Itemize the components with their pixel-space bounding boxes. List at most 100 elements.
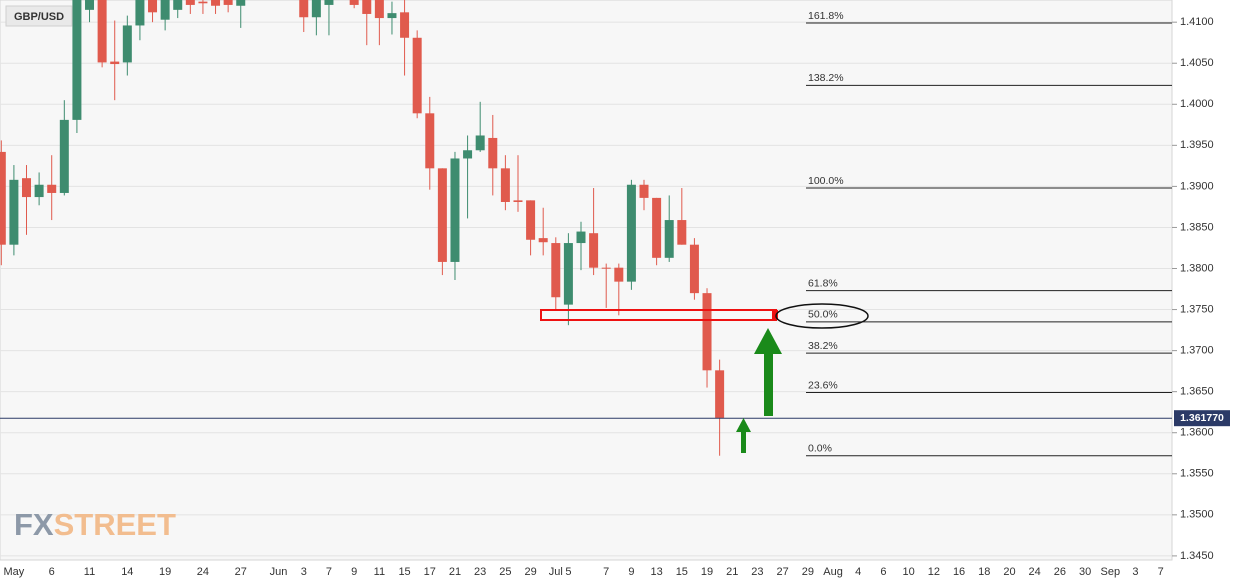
candle-body (122, 25, 132, 63)
x-tick-label: 9 (628, 566, 634, 578)
x-tick-label: 25 (499, 566, 511, 578)
x-tick-label: Jun (270, 566, 288, 578)
x-tick-label: 7 (326, 566, 332, 578)
overlay: 161.8% 138.2% 100.0% 61.8% 50.0% 38.2% 23.6% 0.… (0, 10, 1172, 457)
x-tick-label: 29 (524, 566, 536, 578)
candle-body (513, 200, 523, 202)
fib-label: 100.0% (808, 175, 844, 187)
candle-body (160, 0, 170, 20)
fib-label: 161.8% (808, 10, 844, 22)
candle-body (198, 1, 208, 4)
zone-tab (772, 310, 778, 320)
x-tick-label: 12 (928, 566, 940, 578)
x-tick-label: 3 (1132, 566, 1138, 578)
candle-body (311, 0, 321, 18)
candle-body (9, 179, 19, 245)
y-tick-label: 1.3950 (1180, 139, 1214, 151)
title-box (5, 5, 73, 27)
y-tick-label: 1.3450 (1180, 550, 1214, 562)
y-tick-label: 1.3700 (1180, 345, 1214, 357)
candle-body (299, 0, 309, 18)
x-tick-label: 5 (565, 566, 571, 578)
candle-body (677, 220, 687, 245)
x-tick-label: 18 (978, 566, 990, 578)
candle-body (437, 168, 447, 262)
candle-body (97, 0, 107, 63)
candle-body (185, 0, 195, 5)
candle-body (614, 267, 624, 282)
candle-body (652, 197, 662, 258)
last-price-box (1174, 410, 1230, 427)
y-tick-label: 1.3550 (1180, 468, 1214, 480)
x-tick-label: 15 (676, 566, 688, 578)
candle-body (702, 293, 712, 371)
fib-label: 61.8% (808, 277, 838, 289)
candle-body (689, 244, 699, 294)
candle-body (34, 184, 44, 198)
x-tick-label: 21 (449, 566, 461, 578)
x-tick-label: 7 (603, 566, 609, 578)
x-tick-label: 23 (474, 566, 486, 578)
y-tick-label: 1.3650 (1180, 386, 1214, 398)
x-tick-label: 19 (159, 566, 171, 578)
candle-body (236, 0, 246, 6)
x-tick-label: 7 (1158, 566, 1164, 578)
candle-body (664, 220, 674, 258)
x-tick-label: 29 (802, 566, 814, 578)
x-tick-label: 10 (903, 566, 915, 578)
candle-body (450, 158, 460, 262)
candle-body (400, 12, 410, 38)
y-tick-label: 1.3900 (1180, 180, 1214, 192)
candle-body (211, 0, 221, 6)
candle-body (715, 370, 725, 418)
x-tick-label: 23 (751, 566, 763, 578)
x-tick-label: 15 (398, 566, 410, 578)
candle-body (362, 0, 372, 14)
watermark: FXSTREET (14, 507, 176, 542)
y-tick-label: 1.3850 (1180, 221, 1214, 233)
candle-body (488, 137, 498, 169)
candle-body (551, 243, 561, 298)
last-price-label: 1.361770 (1180, 412, 1224, 424)
x-tick-label: 11 (374, 566, 385, 578)
x-tick-label: 26 (1054, 566, 1066, 578)
candle-body (576, 231, 586, 244)
candle-body (639, 184, 649, 198)
x-tick-label: Sep (1101, 566, 1121, 578)
fib-label: 38.2% (808, 340, 838, 352)
candle-body (425, 113, 435, 169)
x-tick-label: May (4, 566, 25, 578)
candle-body (374, 0, 384, 19)
candle-body (59, 119, 69, 193)
fib-label: 138.2% (808, 72, 844, 84)
fib-label: 23.6% (808, 379, 838, 391)
plot-area (0, 0, 1173, 561)
x-tick-label: 11 (84, 566, 95, 578)
x-tick-label: 19 (701, 566, 713, 578)
y-tick-label: 1.3600 (1180, 427, 1214, 439)
candle-body (173, 0, 183, 10)
x-tick-label: 13 (650, 566, 662, 578)
candle-body (0, 151, 6, 245)
candle-body (223, 0, 233, 5)
x-tick-label: 4 (855, 566, 861, 578)
arrow-large (754, 328, 782, 416)
y-tick-label: 1.4000 (1180, 98, 1214, 110)
x-tick-label: 27 (777, 566, 789, 578)
watermark-fx: FX (14, 507, 54, 542)
fib-label: 50.0% (808, 309, 838, 321)
candle-body (22, 178, 32, 198)
x-tick-label: 24 (197, 566, 209, 578)
candle-body (387, 13, 397, 19)
candle-body (463, 150, 473, 159)
x-tick-label: 17 (424, 566, 436, 578)
highlight-ellipse (775, 303, 869, 329)
candle-body (589, 233, 599, 268)
candle-body (538, 238, 548, 243)
candle-body (110, 61, 120, 65)
candles (0, 0, 725, 456)
y-tick-label: 1.3750 (1180, 303, 1214, 315)
x-tick-label: 21 (726, 566, 738, 578)
x-tick-label: 9 (351, 566, 357, 578)
candle-body (475, 135, 485, 151)
